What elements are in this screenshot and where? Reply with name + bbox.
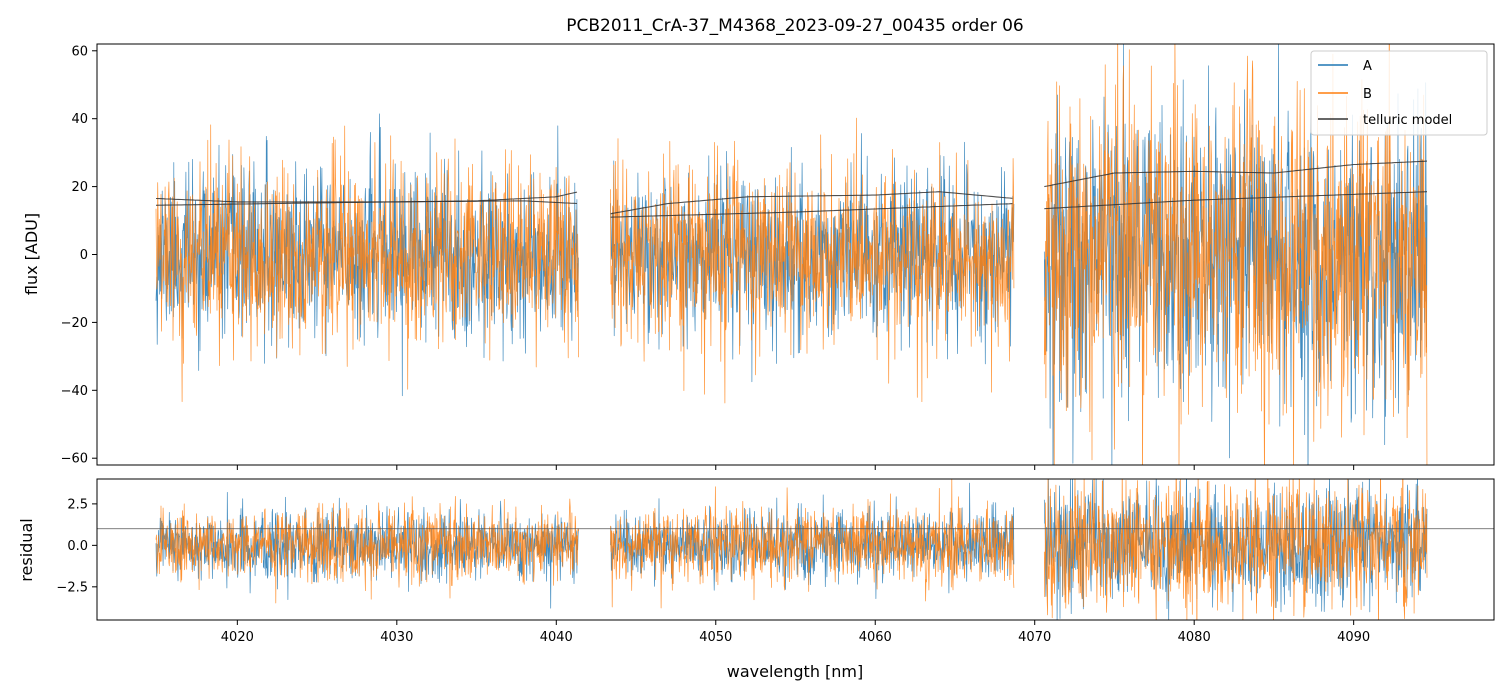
- telluric-model-curve: [610, 203, 1013, 218]
- x-axis-label: wavelength [nm]: [727, 662, 864, 681]
- bottom-panel: −2.5 0.0 2.5 4020 4030 4040 4050 4060 4070 4080 40…: [17, 478, 1495, 681]
- top-y-axis-label: flux [ADU]: [22, 213, 41, 295]
- bottom-x-tick-label: 4020: [221, 630, 254, 645]
- legend-label-b: B: [1363, 87, 1372, 102]
- bottom-series-b: [155, 479, 1428, 620]
- bottom-x-tick-label: 4060: [859, 630, 892, 645]
- top-series-b: [155, 44, 1428, 465]
- top-y-tick-label: −60: [61, 452, 88, 467]
- top-axis-ticks: −60 −40 −20 0 20 40 60: [61, 44, 1355, 470]
- top-y-tick-label: 60: [71, 44, 88, 59]
- legend-box: [1310, 50, 1488, 136]
- telluric-model-curve: [1044, 191, 1428, 210]
- bottom-y-axis-label: residual: [17, 518, 36, 581]
- top-y-tick-label: −20: [61, 316, 88, 331]
- bottom-plot-area: [97, 479, 1494, 620]
- bottom-x-tick-label: 4050: [699, 630, 732, 645]
- legend-label-a: A: [1363, 59, 1372, 74]
- top-y-tick-label: 0: [80, 248, 88, 263]
- telluric-model-curve: [155, 191, 578, 206]
- telluric-model-curve: [610, 191, 1013, 215]
- bottom-y-tick-label: 2.5: [67, 497, 88, 512]
- top-plot-area: [155, 44, 1428, 465]
- bottom-x-tick-label: 4070: [1018, 630, 1051, 645]
- bottom-x-tick-label: 4090: [1337, 630, 1370, 645]
- top-panel: −60 −40 −20 0 20 40 60 flux [ADU] A B telluric…: [22, 43, 1495, 470]
- top-y-tick-label: 20: [71, 180, 88, 195]
- bottom-y-tick-label: −2.5: [56, 580, 88, 595]
- bottom-x-tick-label: 4080: [1178, 630, 1211, 645]
- bottom-axes-frame: [96, 478, 1495, 621]
- chart-title: PCB2011_CrA-37_M4368_2023-09-27_00435 or…: [566, 16, 1024, 36]
- top-y-tick-label: 40: [71, 112, 88, 127]
- bottom-x-tick-label: 4030: [380, 630, 413, 645]
- legend: A B telluric model: [1310, 50, 1488, 136]
- bottom-y-tick-label: 0.0: [67, 539, 88, 554]
- bottom-axis-ticks: −2.5 0.0 2.5 4020 4030 4040 4050 4060 4070 4080 40…: [56, 497, 1370, 645]
- telluric-model-curve: [1044, 160, 1428, 188]
- bottom-x-tick-label: 4040: [540, 630, 573, 645]
- top-axes-frame: [96, 43, 1495, 466]
- top-y-tick-label: −40: [61, 384, 88, 399]
- legend-label-telluric: telluric model: [1363, 113, 1452, 128]
